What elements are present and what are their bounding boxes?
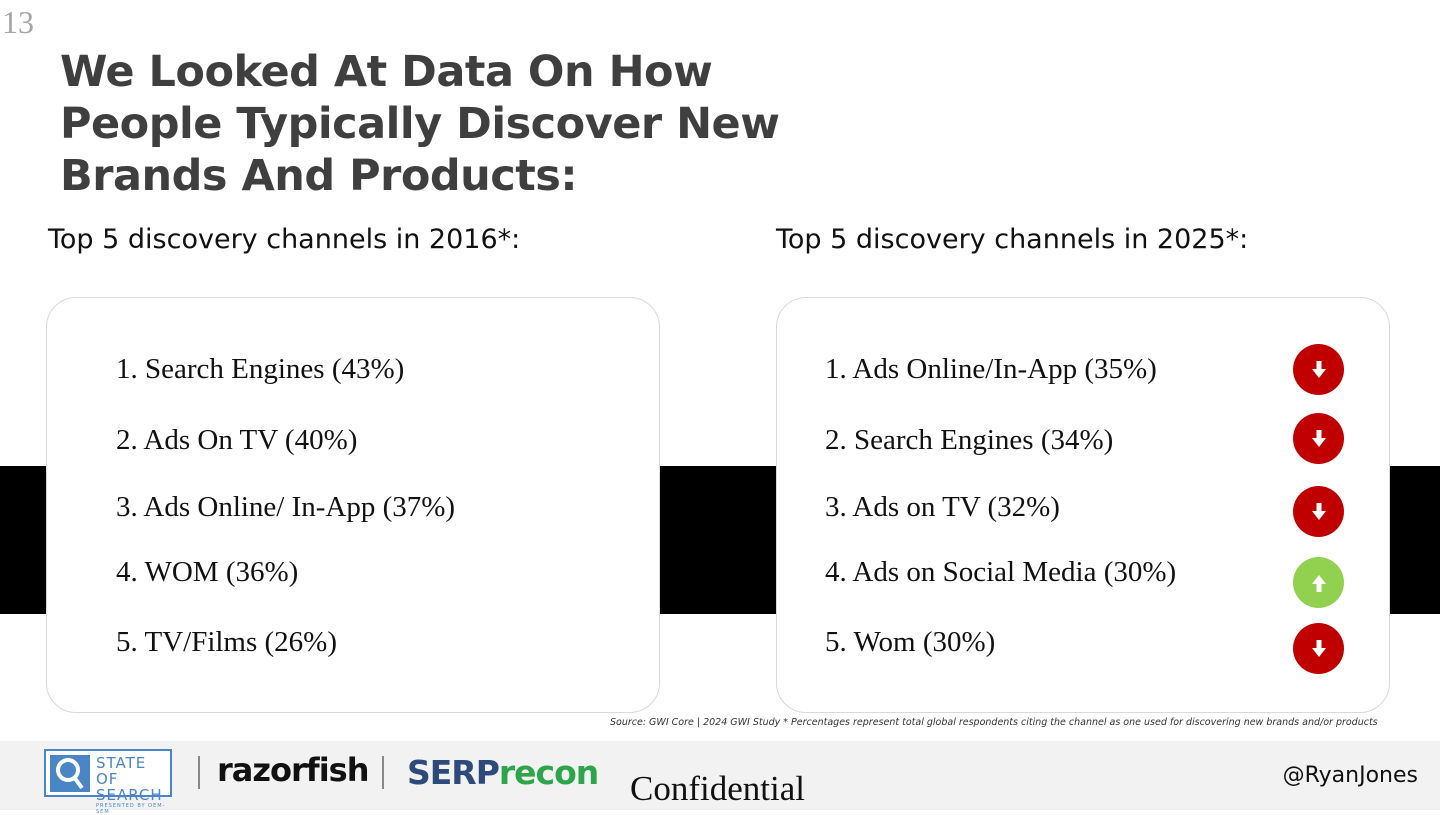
divider xyxy=(198,756,200,789)
arrow-down-icon xyxy=(1293,413,1344,464)
arrow-down-icon xyxy=(1293,623,1344,674)
arrow-down-icon xyxy=(1293,486,1344,537)
confidential-label: Confidential xyxy=(630,769,805,808)
slide-title: We Looked At Data On How People Typicall… xyxy=(60,47,780,201)
author-handle: @RyanJones xyxy=(1282,763,1418,788)
list-item: 5. TV/Films (26%) xyxy=(116,626,337,658)
serprecon-logo-part1: SERP xyxy=(407,753,500,792)
state-of-search-logo: STATE OF SEARCH PRESENTED BY OEM-SEM xyxy=(44,749,172,815)
list-item: 1. Ads Online/In-App (35%) xyxy=(825,353,1157,385)
right-panel-2025: 1. Ads Online/In-App (35%) 2. Search Eng… xyxy=(776,297,1390,713)
sos-line1: STATE OF xyxy=(96,754,147,788)
magnifier-icon xyxy=(50,755,90,792)
arrow-down-icon xyxy=(1293,344,1344,395)
right-heading: Top 5 discovery channels in 2025*: xyxy=(776,224,1249,255)
list-item: 2. Search Engines (34%) xyxy=(825,424,1114,456)
left-heading: Top 5 discovery channels in 2016*: xyxy=(48,224,521,255)
left-panel-2016: 1. Search Engines (43%) 2. Ads On TV (40… xyxy=(46,297,660,713)
razorfish-logo: razorfish xyxy=(217,751,369,789)
slide-number: 13 xyxy=(2,4,34,40)
serprecon-logo: SERPrecon xyxy=(407,753,599,792)
list-item: 1. Search Engines (43%) xyxy=(116,353,405,385)
list-item: 3. Ads on TV (32%) xyxy=(825,491,1060,523)
sos-line2: SEARCH xyxy=(96,786,163,804)
arrow-up-icon xyxy=(1293,557,1344,608)
list-item: 4. Ads on Social Media (30%) xyxy=(825,556,1177,588)
list-item: 2. Ads On TV (40%) xyxy=(116,424,358,456)
list-item: 4. WOM (36%) xyxy=(116,556,299,588)
list-item: 5. Wom (30%) xyxy=(825,626,996,658)
sos-line3: PRESENTED BY OEM-SEM xyxy=(96,803,166,815)
source-note: Source: GWI Core | 2024 GWI Study * Perc… xyxy=(610,717,1378,728)
list-item: 3. Ads Online/ In-App (37%) xyxy=(116,491,456,523)
divider xyxy=(382,756,384,789)
serprecon-logo-part2: recon xyxy=(498,753,599,792)
footer: STATE OF SEARCH PRESENTED BY OEM-SEM raz… xyxy=(0,741,1440,815)
